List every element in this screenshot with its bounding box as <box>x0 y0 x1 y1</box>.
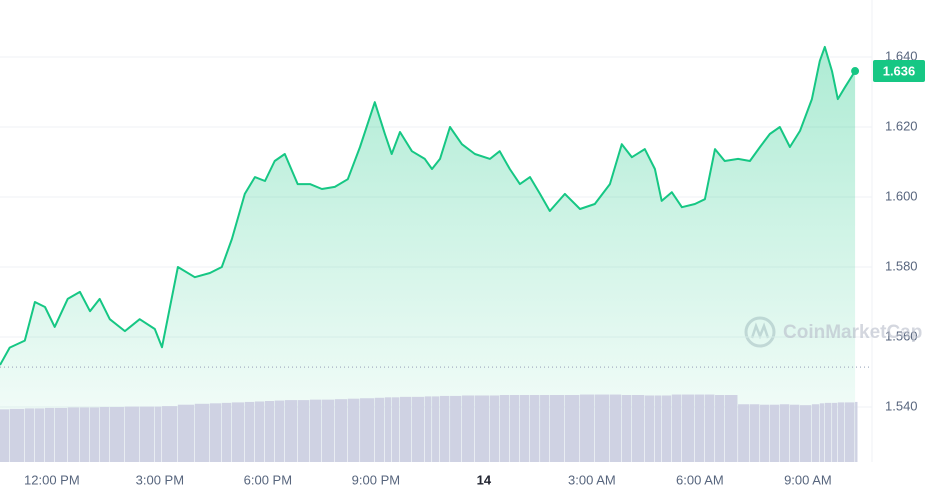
volume-bar <box>244 401 255 462</box>
volume-bar <box>264 401 275 462</box>
volume-bar <box>824 402 832 462</box>
watermark: CoinMarketCap <box>783 322 922 343</box>
volume-bar <box>724 395 738 462</box>
y-tick-label: 1.600 <box>885 188 918 203</box>
price-line <box>0 45 856 366</box>
volume-bar <box>490 395 500 462</box>
volume-bar <box>760 404 770 462</box>
volume-bar <box>9 408 25 462</box>
price-tag-label: 1.636 <box>883 63 916 78</box>
volume-bar <box>715 395 725 462</box>
volume-bar <box>855 401 858 462</box>
volume-bar <box>779 404 790 462</box>
volume-bar <box>654 395 662 462</box>
volume-bar <box>811 404 820 462</box>
volume-bar <box>79 407 90 462</box>
volume-bar <box>499 395 510 462</box>
y-tick-label: 1.640 <box>885 48 918 63</box>
volume-bar <box>124 406 140 462</box>
volume-bar <box>209 403 222 462</box>
volume-bar <box>644 395 655 462</box>
volume-bar <box>432 396 440 462</box>
volume-bar <box>671 394 682 462</box>
volume-bar <box>254 401 265 462</box>
volume-bar <box>284 400 298 462</box>
volume-bar <box>461 395 475 462</box>
volume-bar <box>424 396 432 462</box>
volume-bar <box>139 406 155 462</box>
volume-bar <box>24 408 35 462</box>
volume-bar <box>0 409 10 462</box>
volume-bar <box>54 407 68 462</box>
y-tick-label: 1.540 <box>885 398 918 413</box>
volume-bar <box>474 395 490 462</box>
volume-bar <box>580 394 595 462</box>
volume-bar <box>832 402 838 462</box>
volume-bar <box>837 402 845 462</box>
last-point <box>851 67 860 76</box>
y-tick-label: 1.560 <box>885 328 918 343</box>
volume-bar <box>694 394 705 462</box>
volume-bar <box>769 404 780 462</box>
volume-bar <box>439 395 450 462</box>
volume-bar <box>738 404 750 462</box>
volume-bar <box>411 396 425 462</box>
volume-bar <box>154 406 162 462</box>
volume-bar <box>529 395 540 462</box>
x-tick-label: 3:00 PM <box>136 472 184 487</box>
volume-bar <box>631 395 645 462</box>
volume-bar <box>704 394 715 462</box>
volume-bar <box>194 403 210 462</box>
volume-bar <box>384 397 392 462</box>
volume-bar <box>450 395 462 462</box>
volume-bar <box>177 404 195 462</box>
x-tick-label: 3:00 AM <box>568 472 616 487</box>
volume-bar <box>274 400 285 462</box>
x-tick-label: 9:00 AM <box>784 472 832 487</box>
volume-bar <box>509 395 520 462</box>
volume-bar <box>99 407 110 462</box>
volume-bar <box>45 407 55 462</box>
volume-bar <box>661 395 672 462</box>
volume-bar <box>309 399 322 462</box>
volume-bar <box>297 400 310 462</box>
volume-bar <box>334 399 348 462</box>
x-tick-label: 9:00 PM <box>352 472 400 487</box>
volume-bar <box>681 394 695 462</box>
price-area <box>0 46 856 463</box>
volume-bar <box>621 395 632 462</box>
volume-bar <box>549 395 565 462</box>
volume-bar <box>391 397 400 462</box>
x-tick-label: 14 <box>477 472 492 487</box>
x-tick-label: 6:00 AM <box>676 472 724 487</box>
volume-bar <box>594 394 610 462</box>
volume-bar <box>564 395 580 462</box>
volume-bar <box>540 395 550 462</box>
y-tick-label: 1.580 <box>885 258 918 273</box>
volume-bar <box>360 398 375 462</box>
volume-bar <box>799 405 812 462</box>
volume-bar <box>374 397 385 462</box>
volume-bar <box>789 404 800 462</box>
volume-bar <box>844 402 855 462</box>
volume-bar <box>231 402 245 462</box>
x-tick-label: 6:00 PM <box>244 472 292 487</box>
x-tick-label: 12:00 PM <box>24 472 80 487</box>
volume-bar <box>221 402 232 462</box>
volume-bar <box>162 406 178 462</box>
volume-bar <box>347 398 360 462</box>
volume-bar <box>109 407 125 462</box>
volume-bar <box>90 407 100 462</box>
volume-bar <box>609 394 622 462</box>
volume-bar <box>819 403 825 462</box>
volume-bar <box>67 407 80 462</box>
volume-bar <box>34 408 45 462</box>
volume-bar <box>399 396 412 462</box>
volume-bar <box>321 399 335 462</box>
volume-bar <box>519 395 530 462</box>
volume-bar <box>749 404 760 462</box>
price-tag <box>873 60 925 83</box>
y-tick-label: 1.620 <box>885 118 918 133</box>
